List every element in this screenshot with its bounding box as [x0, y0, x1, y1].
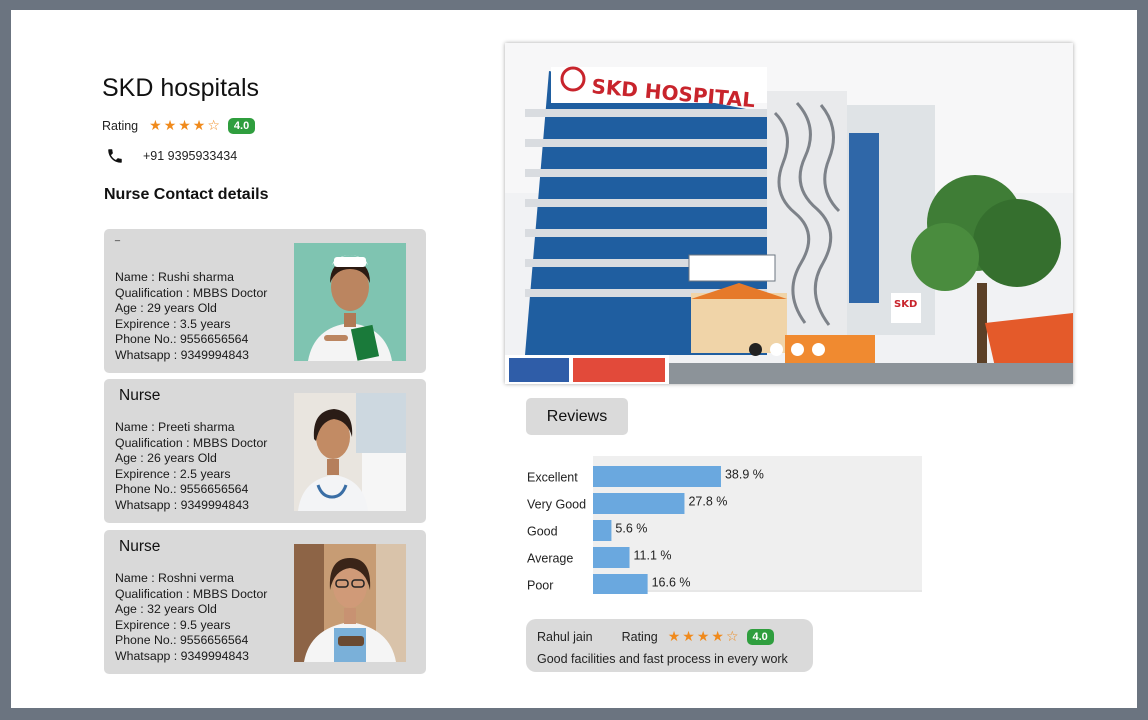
nurse-role: Nurse	[119, 538, 161, 555]
review-card: Rahul jain Rating ★★★★☆ 4.0 Good facilit…	[526, 619, 813, 672]
chart-value-label: 11.1 %	[634, 549, 672, 563]
hospital-title: SKD hospitals	[102, 74, 260, 102]
chart-bar	[593, 547, 630, 568]
side-sign: SKD	[894, 299, 917, 310]
reviewer-name: Rahul jain	[537, 629, 593, 644]
chart-value-label: 27.8 %	[688, 495, 727, 509]
nurse-info: Name : Roshni verma Qualification : MBBS…	[115, 571, 267, 664]
chart-category-label: Poor	[527, 579, 553, 593]
nurse-age: Age : 26 years Old	[115, 451, 217, 465]
chart-category-label: Excellent	[527, 471, 578, 485]
chart-category-label: Very Good	[527, 498, 586, 512]
nurse-experience: Expirence : 9.5 years	[115, 617, 231, 632]
nurse-phone: Phone No.: 9556656564	[115, 332, 249, 346]
chart-bar	[593, 520, 612, 541]
carousel-dot[interactable]	[812, 343, 825, 356]
rating-label: Rating	[102, 118, 139, 133]
carousel-dot[interactable]	[749, 343, 762, 356]
nurse-whatsapp: Whatsapp : 9349994843	[115, 648, 250, 663]
nurse-phone: Phone No.: 9556656564	[115, 482, 249, 496]
carousel-dot[interactable]	[791, 343, 804, 356]
nurse-name: Name : Roshni verma	[115, 571, 234, 585]
nurse-phone: Phone No.: 9556656564	[115, 633, 249, 647]
review-rating-label: Rating	[621, 629, 658, 644]
nurse-age: Age : 32 years Old	[115, 602, 217, 616]
chart-value-label: 5.6 %	[615, 522, 647, 536]
chart-bar	[593, 466, 721, 487]
rating-badge: 4.0	[227, 117, 256, 134]
star-rating-icon: ★★★★☆	[149, 117, 222, 133]
nurse-photo	[294, 544, 406, 662]
review-star-icon: ★★★★☆	[667, 628, 741, 644]
chart-value-label: 38.9 %	[725, 468, 764, 482]
review-rating-badge: 4.0	[746, 628, 774, 645]
chart-category-label: Good	[527, 525, 558, 539]
phone-icon	[108, 149, 122, 163]
chart-bar	[593, 493, 685, 514]
chart-category-label: Average	[527, 552, 573, 566]
nurse-age: Age : 29 years Old	[115, 301, 217, 315]
phone-number: +91 9395933434	[143, 149, 238, 163]
nurse-experience: Expirence : 2.5 years	[115, 466, 231, 481]
chart-value-label: 16.6 %	[652, 576, 691, 590]
nurse-role: Nurse	[119, 387, 161, 404]
page-frame: SKD hospitals Rating ★★★★☆ 4.0 +91 93959…	[11, 10, 1137, 708]
review-distribution-chart: Excellent 38.9 % Very Good 27.8 % Good 5.6 % A…	[527, 456, 922, 594]
reviews-button[interactable]: Reviews	[526, 398, 628, 435]
nurse-qualification: Qualification : MBBS Doctor	[115, 285, 268, 300]
hospital-photo-carousel[interactable]: SKD HOSPITAL SKD	[505, 43, 1073, 384]
nurse-info: Name : Preeti sharma Qualification : MBB…	[115, 420, 267, 513]
nurse-experience: Expirence : 3.5 years	[115, 316, 231, 331]
nurse-qualification: Qualification : MBBS Doctor	[115, 435, 268, 450]
nurse-card[interactable]: _ Name : Rushi sharma Qualification : MB…	[104, 229, 426, 373]
nurse-role: _	[115, 231, 121, 241]
nurse-photo	[294, 393, 406, 511]
nurse-card[interactable]: Nurse Name : Roshni verma Qualification …	[104, 530, 426, 674]
nurse-info: Name : Rushi sharma Qualification : MBBS…	[115, 270, 267, 363]
nurse-card[interactable]: Nurse Name : Preeti sharma Qualification…	[104, 379, 426, 523]
carousel-dots	[749, 343, 833, 356]
nurse-qualification: Qualification : MBBS Doctor	[115, 586, 268, 601]
nurse-name: Name : Preeti sharma	[115, 420, 235, 434]
nurse-section-title: Nurse Contact details	[104, 186, 269, 203]
nurse-whatsapp: Whatsapp : 9349994843	[115, 347, 250, 362]
nurse-name: Name : Rushi sharma	[115, 270, 234, 284]
nurse-whatsapp: Whatsapp : 9349994843	[115, 497, 250, 512]
review-text: Good facilities and fast process in ever…	[537, 652, 788, 666]
chart-bar	[593, 574, 648, 594]
hospital-rating: Rating ★★★★☆ 4.0	[102, 117, 256, 134]
hospital-phone[interactable]: +91 9395933434	[106, 147, 237, 165]
carousel-dot[interactable]	[770, 343, 783, 356]
nurse-photo	[294, 243, 406, 361]
